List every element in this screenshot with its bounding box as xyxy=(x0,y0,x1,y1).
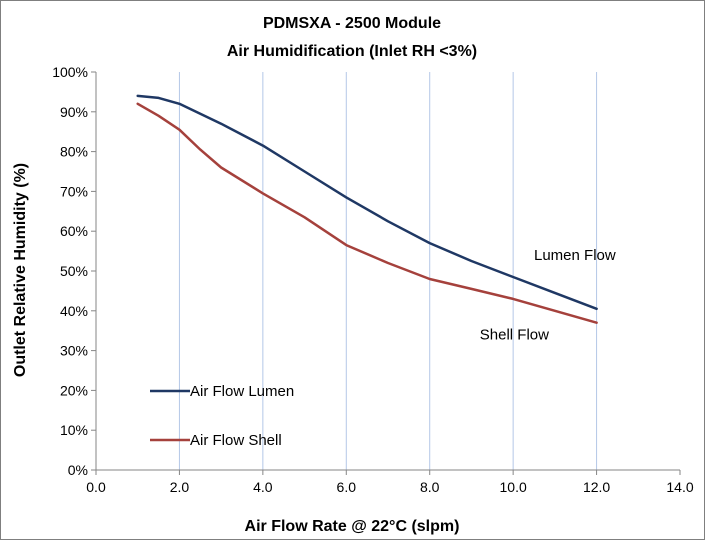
x-tick-label: 8.0 xyxy=(420,479,440,495)
x-tick-label: 4.0 xyxy=(253,479,273,495)
y-tick-label: 50% xyxy=(60,263,88,279)
y-tick-label: 80% xyxy=(60,144,88,160)
legend-label-shell: Air Flow Shell xyxy=(190,432,282,449)
annotation-lumen-flow: Lumen Flow xyxy=(534,247,616,264)
y-tick-label: 60% xyxy=(60,223,88,239)
x-tick-label: 6.0 xyxy=(337,479,357,495)
axes xyxy=(91,71,681,475)
annotations: Lumen Flow Shell Flow xyxy=(480,247,616,344)
x-tick-label: 12.0 xyxy=(583,479,610,495)
x-tick-label: 10.0 xyxy=(500,479,527,495)
x-axis-title: Air Flow Rate @ 22°C (slpm) xyxy=(245,518,460,535)
legend: Air Flow Lumen Air Flow Shell xyxy=(150,383,294,449)
series-lines xyxy=(136,94,598,324)
y-tick-label: 100% xyxy=(52,64,88,80)
x-tick-label: 2.0 xyxy=(170,479,190,495)
x-tick-label: 14.0 xyxy=(666,479,693,495)
chart-subtitle: Air Humidification (Inlet RH <3%) xyxy=(227,43,477,60)
series-line-shell xyxy=(136,102,598,324)
y-tick-label: 0% xyxy=(68,462,88,478)
y-axis-title: Outlet Relative Humidity (%) xyxy=(12,163,29,377)
chart-title: PDMSXA - 2500 Module xyxy=(263,15,441,32)
y-tick-label: 40% xyxy=(60,303,88,319)
y-tick-label: 20% xyxy=(60,382,88,398)
gridlines xyxy=(178,72,598,470)
legend-label-lumen: Air Flow Lumen xyxy=(190,383,294,400)
x-tick-labels: 0.0 2.0 4.0 6.0 8.0 10.0 12.0 14.0 xyxy=(86,479,694,495)
y-tick-label: 10% xyxy=(60,422,88,438)
y-tick-label: 30% xyxy=(60,343,88,359)
y-tick-label: 70% xyxy=(60,183,88,199)
y-tick-labels: 0% 10% 20% 30% 40% 50% 60% 70% 80% 90% 100% xyxy=(52,64,88,478)
series-line-lumen xyxy=(136,94,598,311)
x-tick-label: 0.0 xyxy=(86,479,106,495)
y-tick-label: 90% xyxy=(60,104,88,120)
annotation-shell-flow: Shell Flow xyxy=(480,327,549,344)
